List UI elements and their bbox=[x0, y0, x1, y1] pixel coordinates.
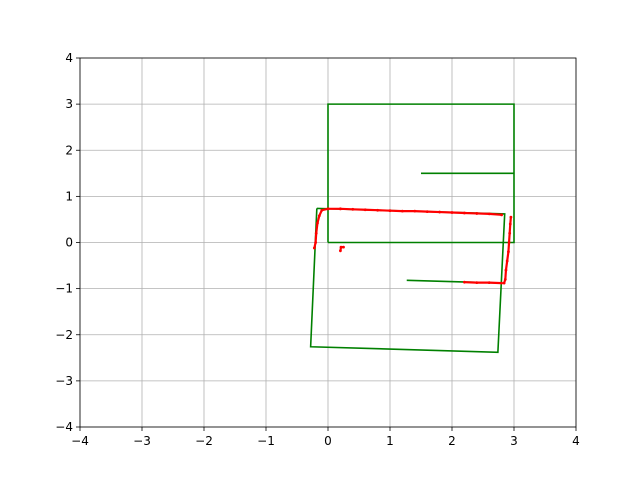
data-point bbox=[504, 268, 508, 272]
x-tick-label: −1 bbox=[257, 434, 275, 448]
x-tick-label: −2 bbox=[195, 434, 213, 448]
data-point bbox=[463, 280, 466, 284]
data-point bbox=[502, 281, 506, 285]
data-point bbox=[425, 210, 429, 213]
x-tick-label: −3 bbox=[133, 434, 151, 448]
x-tick-label: 1 bbox=[386, 434, 394, 448]
data-point bbox=[450, 211, 454, 214]
data-point bbox=[507, 241, 511, 244]
y-tick-label: −2 bbox=[55, 328, 73, 342]
data-point bbox=[314, 231, 318, 235]
data-point bbox=[463, 211, 466, 215]
y-tick-label: −1 bbox=[55, 282, 73, 296]
data-point bbox=[351, 207, 355, 211]
series-line bbox=[327, 103, 515, 244]
data-point bbox=[503, 278, 507, 281]
y-tick-label: 1 bbox=[65, 189, 73, 203]
data-point bbox=[475, 212, 479, 215]
data-point bbox=[339, 249, 342, 253]
data-point bbox=[320, 208, 324, 212]
data-point bbox=[326, 207, 330, 211]
y-tick-label: 3 bbox=[65, 97, 73, 111]
data-point bbox=[339, 207, 342, 211]
x-tick-label: 2 bbox=[448, 434, 456, 448]
data-point bbox=[401, 209, 404, 213]
data-point bbox=[487, 281, 491, 285]
data-point bbox=[500, 281, 503, 285]
data-point bbox=[363, 208, 367, 212]
series-trace bbox=[463, 281, 503, 285]
x-tick-label: 4 bbox=[572, 434, 580, 448]
data-point bbox=[339, 245, 343, 249]
series-layer bbox=[309, 103, 515, 354]
data-point bbox=[317, 214, 321, 218]
data-point bbox=[487, 212, 491, 216]
series-0 bbox=[309, 103, 515, 354]
data-point bbox=[413, 209, 417, 213]
data-point bbox=[507, 250, 510, 254]
data-point bbox=[508, 231, 512, 235]
data-point bbox=[509, 215, 513, 219]
data-point bbox=[438, 210, 441, 214]
series-1 bbox=[312, 207, 513, 285]
x-axis: −4 −3 −2 −1 0 1 2 3 4 bbox=[71, 427, 580, 448]
y-tick-label: 2 bbox=[65, 143, 73, 157]
data-point bbox=[500, 213, 503, 217]
series-trace bbox=[502, 216, 512, 285]
data-point bbox=[508, 222, 512, 226]
y-tick-label: 0 bbox=[65, 236, 73, 250]
data-point bbox=[376, 208, 379, 212]
x-tick-label: −4 bbox=[71, 434, 89, 448]
data-point bbox=[475, 281, 479, 285]
data-point bbox=[314, 241, 317, 244]
x-tick-label: 0 bbox=[324, 434, 332, 448]
data-point bbox=[312, 246, 316, 250]
x-tick-label: 3 bbox=[510, 434, 518, 448]
data-point bbox=[388, 209, 392, 213]
y-tick-label: 4 bbox=[65, 51, 73, 65]
data-point bbox=[316, 221, 319, 225]
y-tick-label: −3 bbox=[55, 374, 73, 388]
y-tick-label: −4 bbox=[55, 420, 73, 434]
y-axis: −4 −3 −2 −1 0 1 2 3 4 bbox=[55, 51, 80, 434]
data-point bbox=[342, 245, 345, 249]
data-point bbox=[505, 259, 509, 263]
